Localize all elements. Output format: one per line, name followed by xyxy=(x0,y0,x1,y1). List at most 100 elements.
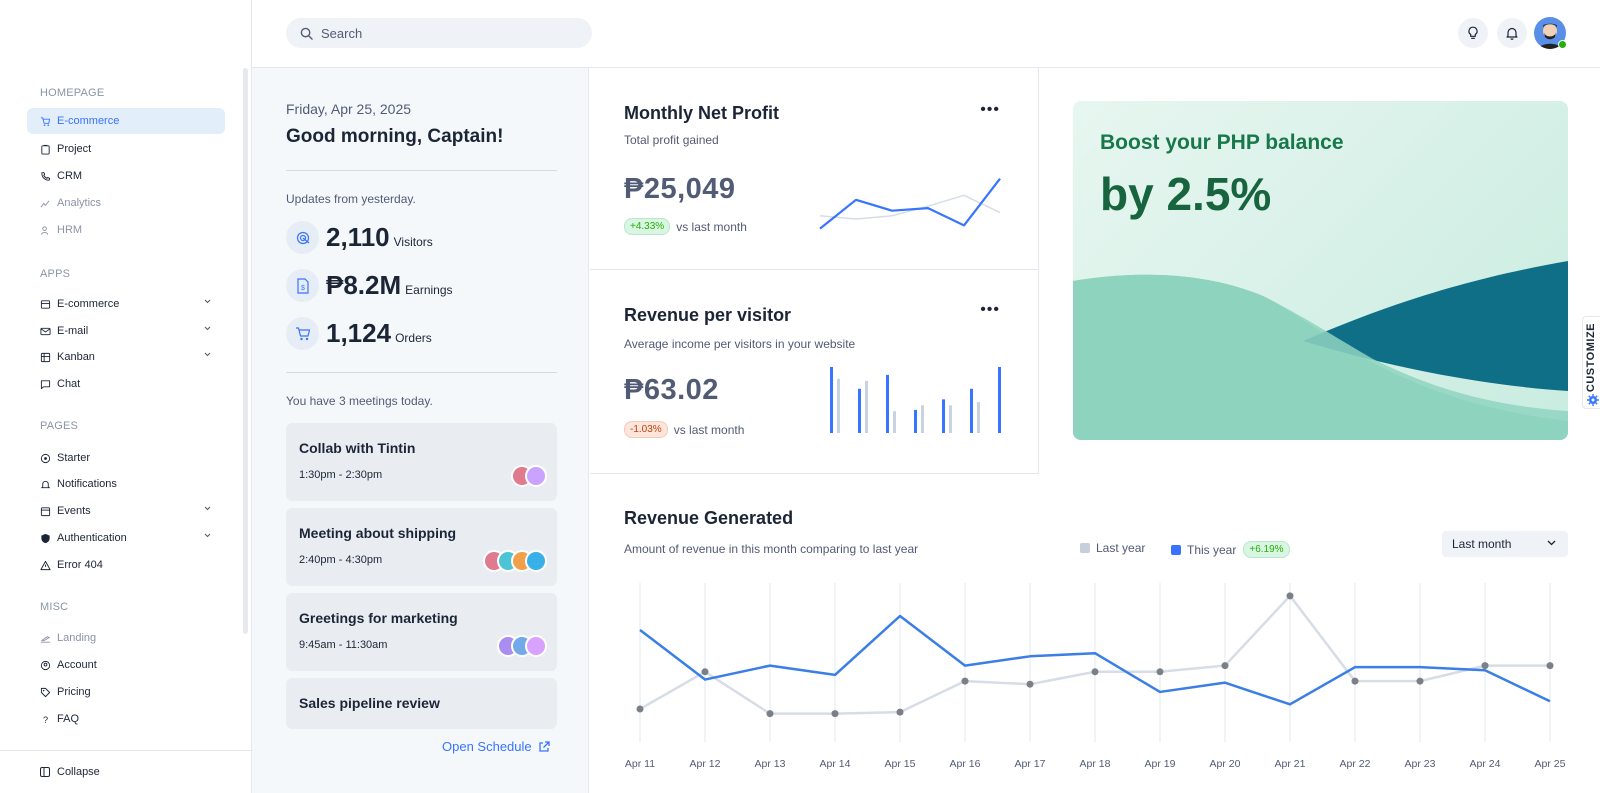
sidebar-item-label: Account xyxy=(57,659,97,671)
x-tick-label: Apr 12 xyxy=(690,758,721,770)
change-badge: +4.33% xyxy=(624,218,671,235)
collapse-button[interactable]: Collapse xyxy=(0,750,252,793)
more-options-icon[interactable]: ••• xyxy=(980,101,1000,118)
card-subtitle: Amount of revenue in this month comparin… xyxy=(624,542,919,556)
bar-current xyxy=(998,367,1001,433)
summary-panel: Friday, Apr 25, 2025 Good morning, Capta… xyxy=(252,68,589,793)
avatar xyxy=(525,550,547,572)
data-point-last-year xyxy=(831,710,839,718)
chevron-down-icon xyxy=(204,299,211,304)
search-box[interactable] xyxy=(286,18,592,48)
attendee-avatars xyxy=(511,465,547,487)
net-profit-value: ₱25,049 xyxy=(624,173,736,205)
compass-icon xyxy=(40,453,51,464)
meeting-title: Sales pipeline review xyxy=(299,695,440,711)
greeting: Good morning, Captain! xyxy=(286,126,504,147)
card-title: Revenue per visitor xyxy=(624,305,792,325)
chevron-down-icon xyxy=(204,326,211,331)
bell-icon xyxy=(1505,26,1519,40)
sidebar-item-notifications[interactable]: Notifications xyxy=(27,471,225,497)
x-tick-label: Apr 14 xyxy=(820,758,851,770)
phone-icon xyxy=(40,171,51,182)
sidebar-item-label: Events xyxy=(57,505,91,517)
sidebar-item-label: Chat xyxy=(57,378,81,390)
sidebar-item-label: Error 404 xyxy=(57,559,103,571)
stat-orders: 1,124 Orders xyxy=(286,317,432,350)
chevron-down-icon xyxy=(204,506,211,511)
question-icon: ? xyxy=(40,714,51,725)
sparkline-current xyxy=(819,178,1001,230)
x-tick-label: Apr 25 xyxy=(1535,758,1566,770)
meeting-card[interactable]: Meeting about shipping 2:40pm - 4:30pm xyxy=(286,508,557,586)
stat-label: Visitors xyxy=(393,234,433,249)
cart-icon xyxy=(286,317,319,350)
sidebar-item-account[interactable]: Account xyxy=(27,652,225,678)
account-icon xyxy=(40,660,51,671)
sidebar-item-events[interactable]: Events xyxy=(27,498,225,524)
x-tick-label: Apr 18 xyxy=(1080,758,1111,770)
sidebar-item-e-commerce[interactable]: E-commerce xyxy=(27,291,225,317)
chevron-down-icon xyxy=(204,352,211,357)
net-profit-sparkline xyxy=(819,178,1001,230)
meeting-card[interactable]: Greetings for marketing 9:45am - 11:30am xyxy=(286,593,557,671)
notifications-button[interactable] xyxy=(1497,18,1527,48)
sidebar-item-label: Pricing xyxy=(57,686,91,698)
sidebar-item-error-404[interactable]: Error 404 xyxy=(27,552,225,578)
clipboard-icon xyxy=(40,144,51,155)
sidebar-item-faq[interactable]: ? FAQ xyxy=(27,706,225,732)
online-status-dot xyxy=(1558,40,1567,49)
legend-last-year: Last year xyxy=(1080,541,1145,555)
sidebar-item-authentication[interactable]: Authentication xyxy=(27,525,225,551)
legend-label: Last year xyxy=(1096,541,1146,555)
updates-label: Updates from yesterday. xyxy=(286,192,416,206)
x-tick-label: Apr 22 xyxy=(1340,758,1371,770)
search-input[interactable] xyxy=(321,25,571,41)
sidebar-item-hrm[interactable]: HRM xyxy=(27,217,225,243)
legend-label: This year xyxy=(1187,542,1237,557)
net-profit-card: Monthly Net Profit Total profit gained •… xyxy=(590,68,1039,270)
comparison-row: +4.33% vs last month xyxy=(624,218,747,235)
stat-earnings: $ ₱8.2M Earnings xyxy=(286,269,453,302)
stat-value: 2,110 xyxy=(326,222,390,252)
sidebar-item-landing[interactable]: Landing xyxy=(27,625,225,651)
sidebar-item-project[interactable]: Project xyxy=(27,136,225,162)
x-tick-label: Apr 24 xyxy=(1470,758,1501,770)
sidebar-item-analytics[interactable]: Analytics xyxy=(27,190,225,216)
meeting-card[interactable]: Collab with Tintin 1:30pm - 2:30pm xyxy=(286,423,557,501)
meeting-title: Greetings for marketing xyxy=(299,610,458,626)
sidebar-item-kanban[interactable]: Kanban xyxy=(27,344,225,370)
open-schedule-link[interactable]: Open Schedule xyxy=(442,739,550,754)
meeting-card[interactable]: Sales pipeline review xyxy=(286,678,557,729)
period-dropdown[interactable]: Last month xyxy=(1442,531,1568,557)
customize-tab[interactable]: CUSTOMIZE xyxy=(1582,316,1600,409)
bar-current xyxy=(970,388,973,433)
stat-label: Earnings xyxy=(405,282,453,297)
stat-visitors: 2,110 Visitors xyxy=(286,221,433,254)
meeting-time: 2:40pm - 4:30pm xyxy=(299,554,383,566)
current-date: Friday, Apr 25, 2025 xyxy=(286,101,412,117)
sidebar-item-e-commerce[interactable]: E-commerce xyxy=(27,108,225,134)
x-tick-label: Apr 19 xyxy=(1145,758,1176,770)
mail-icon xyxy=(40,326,51,337)
card-title: Revenue Generated xyxy=(624,508,794,528)
kanban-icon xyxy=(40,352,51,363)
data-point-last-year xyxy=(896,708,904,716)
x-tick-label: Apr 17 xyxy=(1015,758,1046,770)
card-subtitle: Average income per visitors in your webs… xyxy=(624,337,856,351)
data-point-last-year xyxy=(1156,668,1164,676)
sidebar-item-pricing[interactable]: Pricing xyxy=(27,679,225,705)
theme-toggle-button[interactable] xyxy=(1458,18,1488,48)
more-options-icon[interactable]: ••• xyxy=(980,301,1000,318)
sidebar-item-crm[interactable]: CRM xyxy=(27,163,225,189)
comparison-row: -1.03% vs last month xyxy=(624,421,744,438)
calendar-icon xyxy=(40,506,51,517)
target-icon xyxy=(286,221,319,254)
bar-previous xyxy=(865,380,868,433)
sidebar-item-starter[interactable]: Starter xyxy=(27,445,225,471)
sidebar-item-e-mail[interactable]: E-mail xyxy=(27,318,225,344)
sidebar-section-heading: PAGES xyxy=(40,420,79,432)
sidebar-scrollbar[interactable] xyxy=(243,68,248,634)
stat-value: ₱8.2M xyxy=(326,270,402,300)
analytics-icon xyxy=(40,198,51,209)
sidebar-item-chat[interactable]: Chat xyxy=(27,371,225,397)
